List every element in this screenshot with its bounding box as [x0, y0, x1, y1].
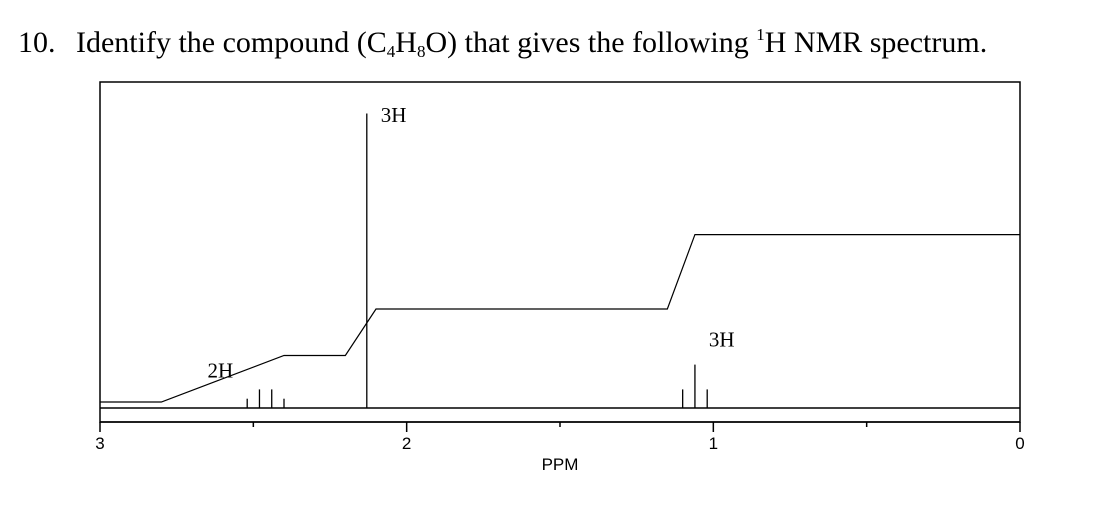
- peak-label-3: 3H: [709, 328, 735, 352]
- subscript-4: 4: [386, 42, 396, 61]
- superscript-1: 1: [756, 25, 765, 44]
- x-tick-label-1: 1: [709, 434, 718, 453]
- question-text: 10. Identify the compound (C4H8O) that gi…: [18, 26, 987, 60]
- plot-frame: [99, 81, 1021, 423]
- x-tick-label-3: 3: [95, 434, 104, 453]
- subscript-8: 8: [416, 42, 426, 61]
- question-text-before: Identify the compound (C: [76, 26, 387, 59]
- question-text-mid1: H: [395, 26, 417, 59]
- question-number: 10.: [18, 26, 56, 59]
- x-axis-title: PPM: [542, 455, 579, 474]
- question-text-mid2: O) that gives the following: [425, 26, 757, 59]
- question-text-after: H NMR spectrum.: [764, 26, 988, 59]
- peak-label-1: 2H: [208, 358, 234, 382]
- x-tick-label-2: 2: [402, 434, 411, 453]
- integration-curve: [100, 234, 1020, 403]
- x-tick-label-0: 0: [1015, 434, 1024, 453]
- peak-label-2: 3H: [381, 103, 407, 127]
